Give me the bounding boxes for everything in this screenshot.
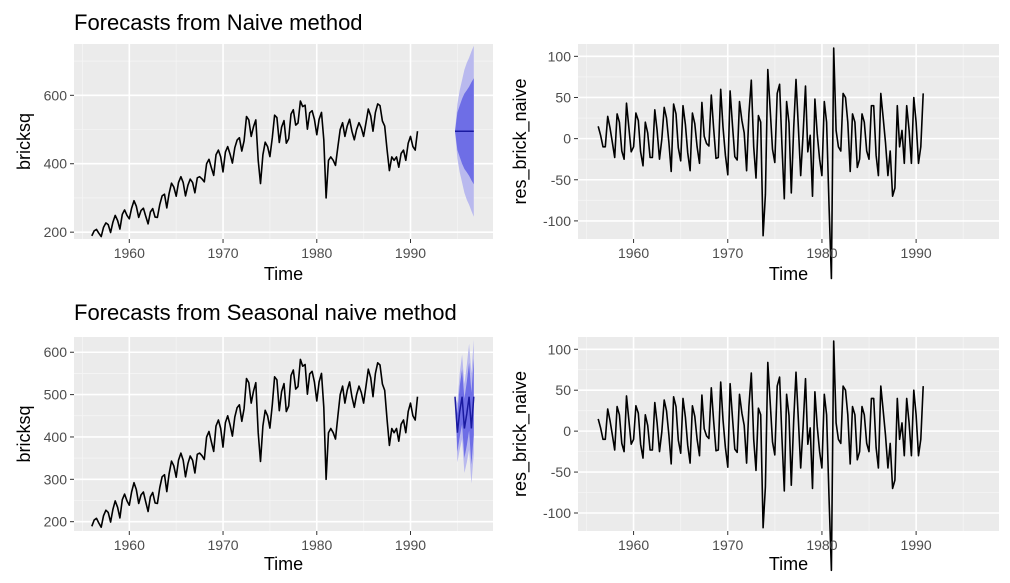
x-tick-label: 1990 (395, 245, 426, 261)
x-axis-label: Time (264, 554, 303, 574)
y-axis-label: bricksq (14, 405, 34, 462)
forecast-mean-line (454, 396, 475, 433)
x-tick-label: 1980 (301, 537, 332, 553)
y-tick-label: 300 (44, 471, 68, 487)
y-axis-label: bricksq (14, 113, 34, 170)
x-tick-label: 1970 (712, 537, 743, 553)
x-tick-label: 1970 (712, 245, 743, 261)
y-tick-label: 600 (44, 344, 68, 360)
chart-title: Forecasts from Seasonal naive method (74, 300, 457, 325)
x-tick-label: 1980 (301, 245, 332, 261)
x-axis-label: Time (769, 554, 808, 574)
x-tick-label: 1980 (806, 245, 837, 261)
panel-3: 1960 1970 1980 1990 200 300 400 500 600 Time brick… (14, 300, 493, 574)
x-tick-label: 1990 (395, 537, 426, 553)
series-line-res_brick_naive (597, 47, 924, 280)
x-axis-label: Time (769, 264, 808, 284)
chart-title: Forecasts from Naive method (74, 10, 363, 35)
y-tick-label: 100 (548, 341, 572, 357)
forecast-band-80 (455, 358, 474, 465)
y-tick-label: -100 (543, 213, 571, 229)
y-tick-label: 200 (44, 514, 68, 530)
series-line-res_brick_naive (597, 340, 924, 572)
y-tick-label: 50 (555, 89, 571, 105)
y-axis-label: res_brick_naive (510, 78, 531, 204)
y-tick-label: 200 (44, 224, 68, 240)
x-tick-label: 1960 (114, 245, 145, 261)
y-tick-label: 500 (44, 387, 68, 403)
panel-4: 1960 1970 1980 1990 -100 -50 0 50 100 Time res_bri… (510, 337, 999, 574)
x-tick-label: 1970 (207, 245, 238, 261)
y-tick-label: -100 (543, 505, 571, 521)
y-tick-label: 600 (44, 87, 68, 103)
y-tick-label: 100 (548, 48, 572, 64)
series-line-bricksq (91, 358, 419, 529)
x-tick-label: 1960 (114, 537, 145, 553)
y-tick-label: 0 (563, 423, 571, 439)
x-tick-label: 1990 (901, 245, 932, 261)
panel-2: 1960 1970 1980 1990 -100 -50 0 50 100 Time res_bri… (510, 44, 999, 284)
y-tick-label: -50 (551, 172, 571, 188)
x-tick-label: 1990 (901, 537, 932, 553)
plot-background (74, 337, 493, 531)
y-tick-label: 400 (44, 156, 68, 172)
y-tick-label: 400 (44, 429, 68, 445)
x-tick-label: 1970 (207, 537, 238, 553)
x-tick-label: 1980 (806, 537, 837, 553)
series-line-bricksq (91, 100, 419, 238)
plot-background (74, 44, 493, 239)
x-axis-label: Time (264, 264, 303, 284)
y-tick-label: 0 (563, 131, 571, 147)
x-tick-label: 1960 (618, 245, 649, 261)
y-tick-label: 50 (555, 382, 571, 398)
y-tick-label: -50 (551, 464, 571, 480)
y-axis-label: res_brick_naive (510, 371, 531, 497)
plot-background (578, 44, 999, 239)
panel-1: 1960 1970 1980 1990 200 400 600 Time bricksq Fore… (14, 10, 493, 284)
plot-background (578, 337, 999, 531)
x-tick-label: 1960 (618, 537, 649, 553)
